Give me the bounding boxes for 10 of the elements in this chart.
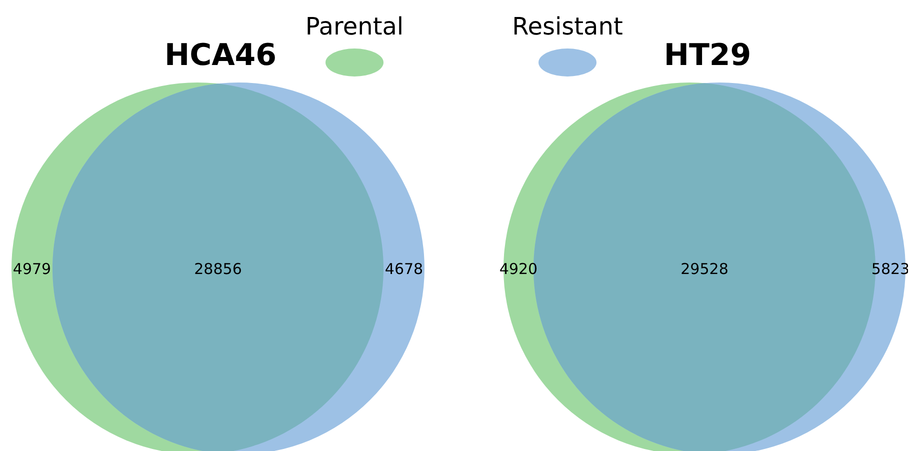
data-label: 29528	[680, 260, 728, 278]
data-label: 4979	[12, 260, 52, 278]
data-label: 5823	[871, 260, 909, 278]
text: HCA46	[164, 38, 277, 73]
data-label: 4678	[384, 260, 424, 278]
data-label: 28856	[194, 260, 242, 278]
text: HT29	[664, 38, 752, 73]
text: Resistant	[512, 12, 623, 40]
data-label: 4920	[499, 260, 538, 278]
text: Parental	[305, 12, 404, 40]
